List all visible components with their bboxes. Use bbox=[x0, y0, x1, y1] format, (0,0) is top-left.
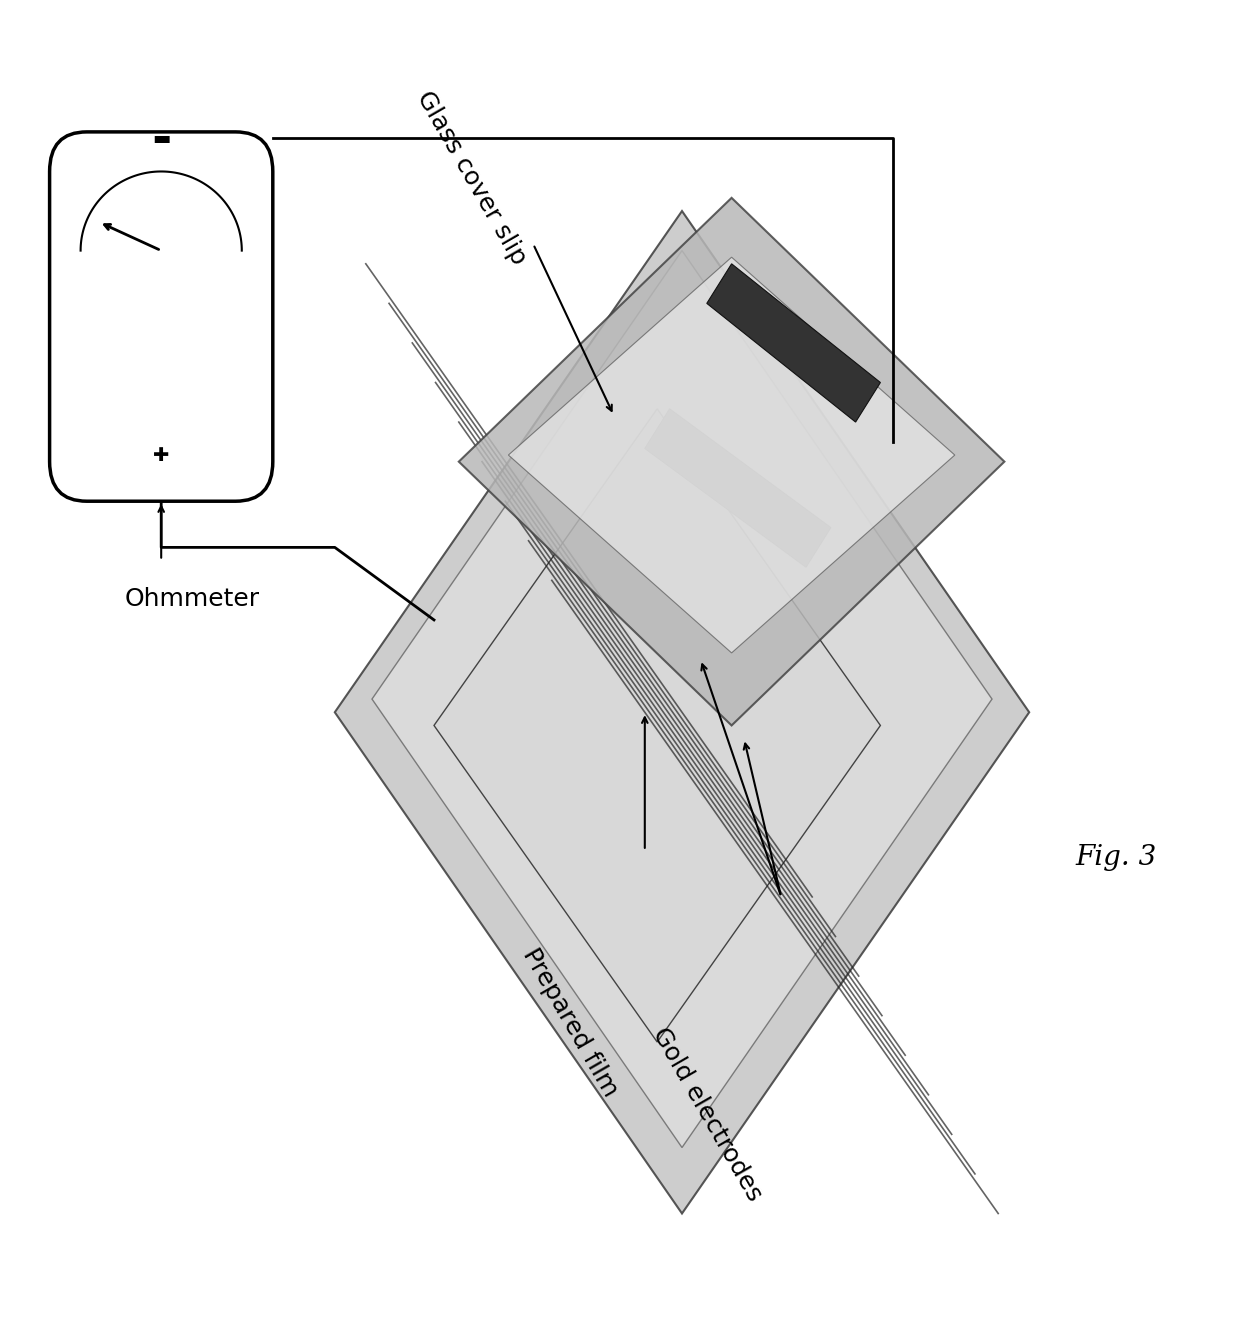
Polygon shape bbox=[459, 198, 1004, 725]
Polygon shape bbox=[372, 251, 992, 1148]
Text: Gold electrodes: Gold electrodes bbox=[647, 1024, 766, 1206]
Text: Glass cover slip: Glass cover slip bbox=[412, 87, 531, 269]
Polygon shape bbox=[707, 264, 880, 422]
FancyBboxPatch shape bbox=[50, 132, 273, 501]
Polygon shape bbox=[508, 257, 955, 653]
Polygon shape bbox=[434, 409, 880, 1042]
Polygon shape bbox=[645, 409, 831, 567]
Text: ▬: ▬ bbox=[153, 129, 170, 148]
Text: Ohmmeter: Ohmmeter bbox=[125, 587, 259, 611]
Text: Prepared film: Prepared film bbox=[518, 944, 622, 1100]
Text: ✚: ✚ bbox=[153, 446, 170, 464]
Polygon shape bbox=[335, 211, 1029, 1213]
Text: Fig. 3: Fig. 3 bbox=[1075, 844, 1157, 871]
